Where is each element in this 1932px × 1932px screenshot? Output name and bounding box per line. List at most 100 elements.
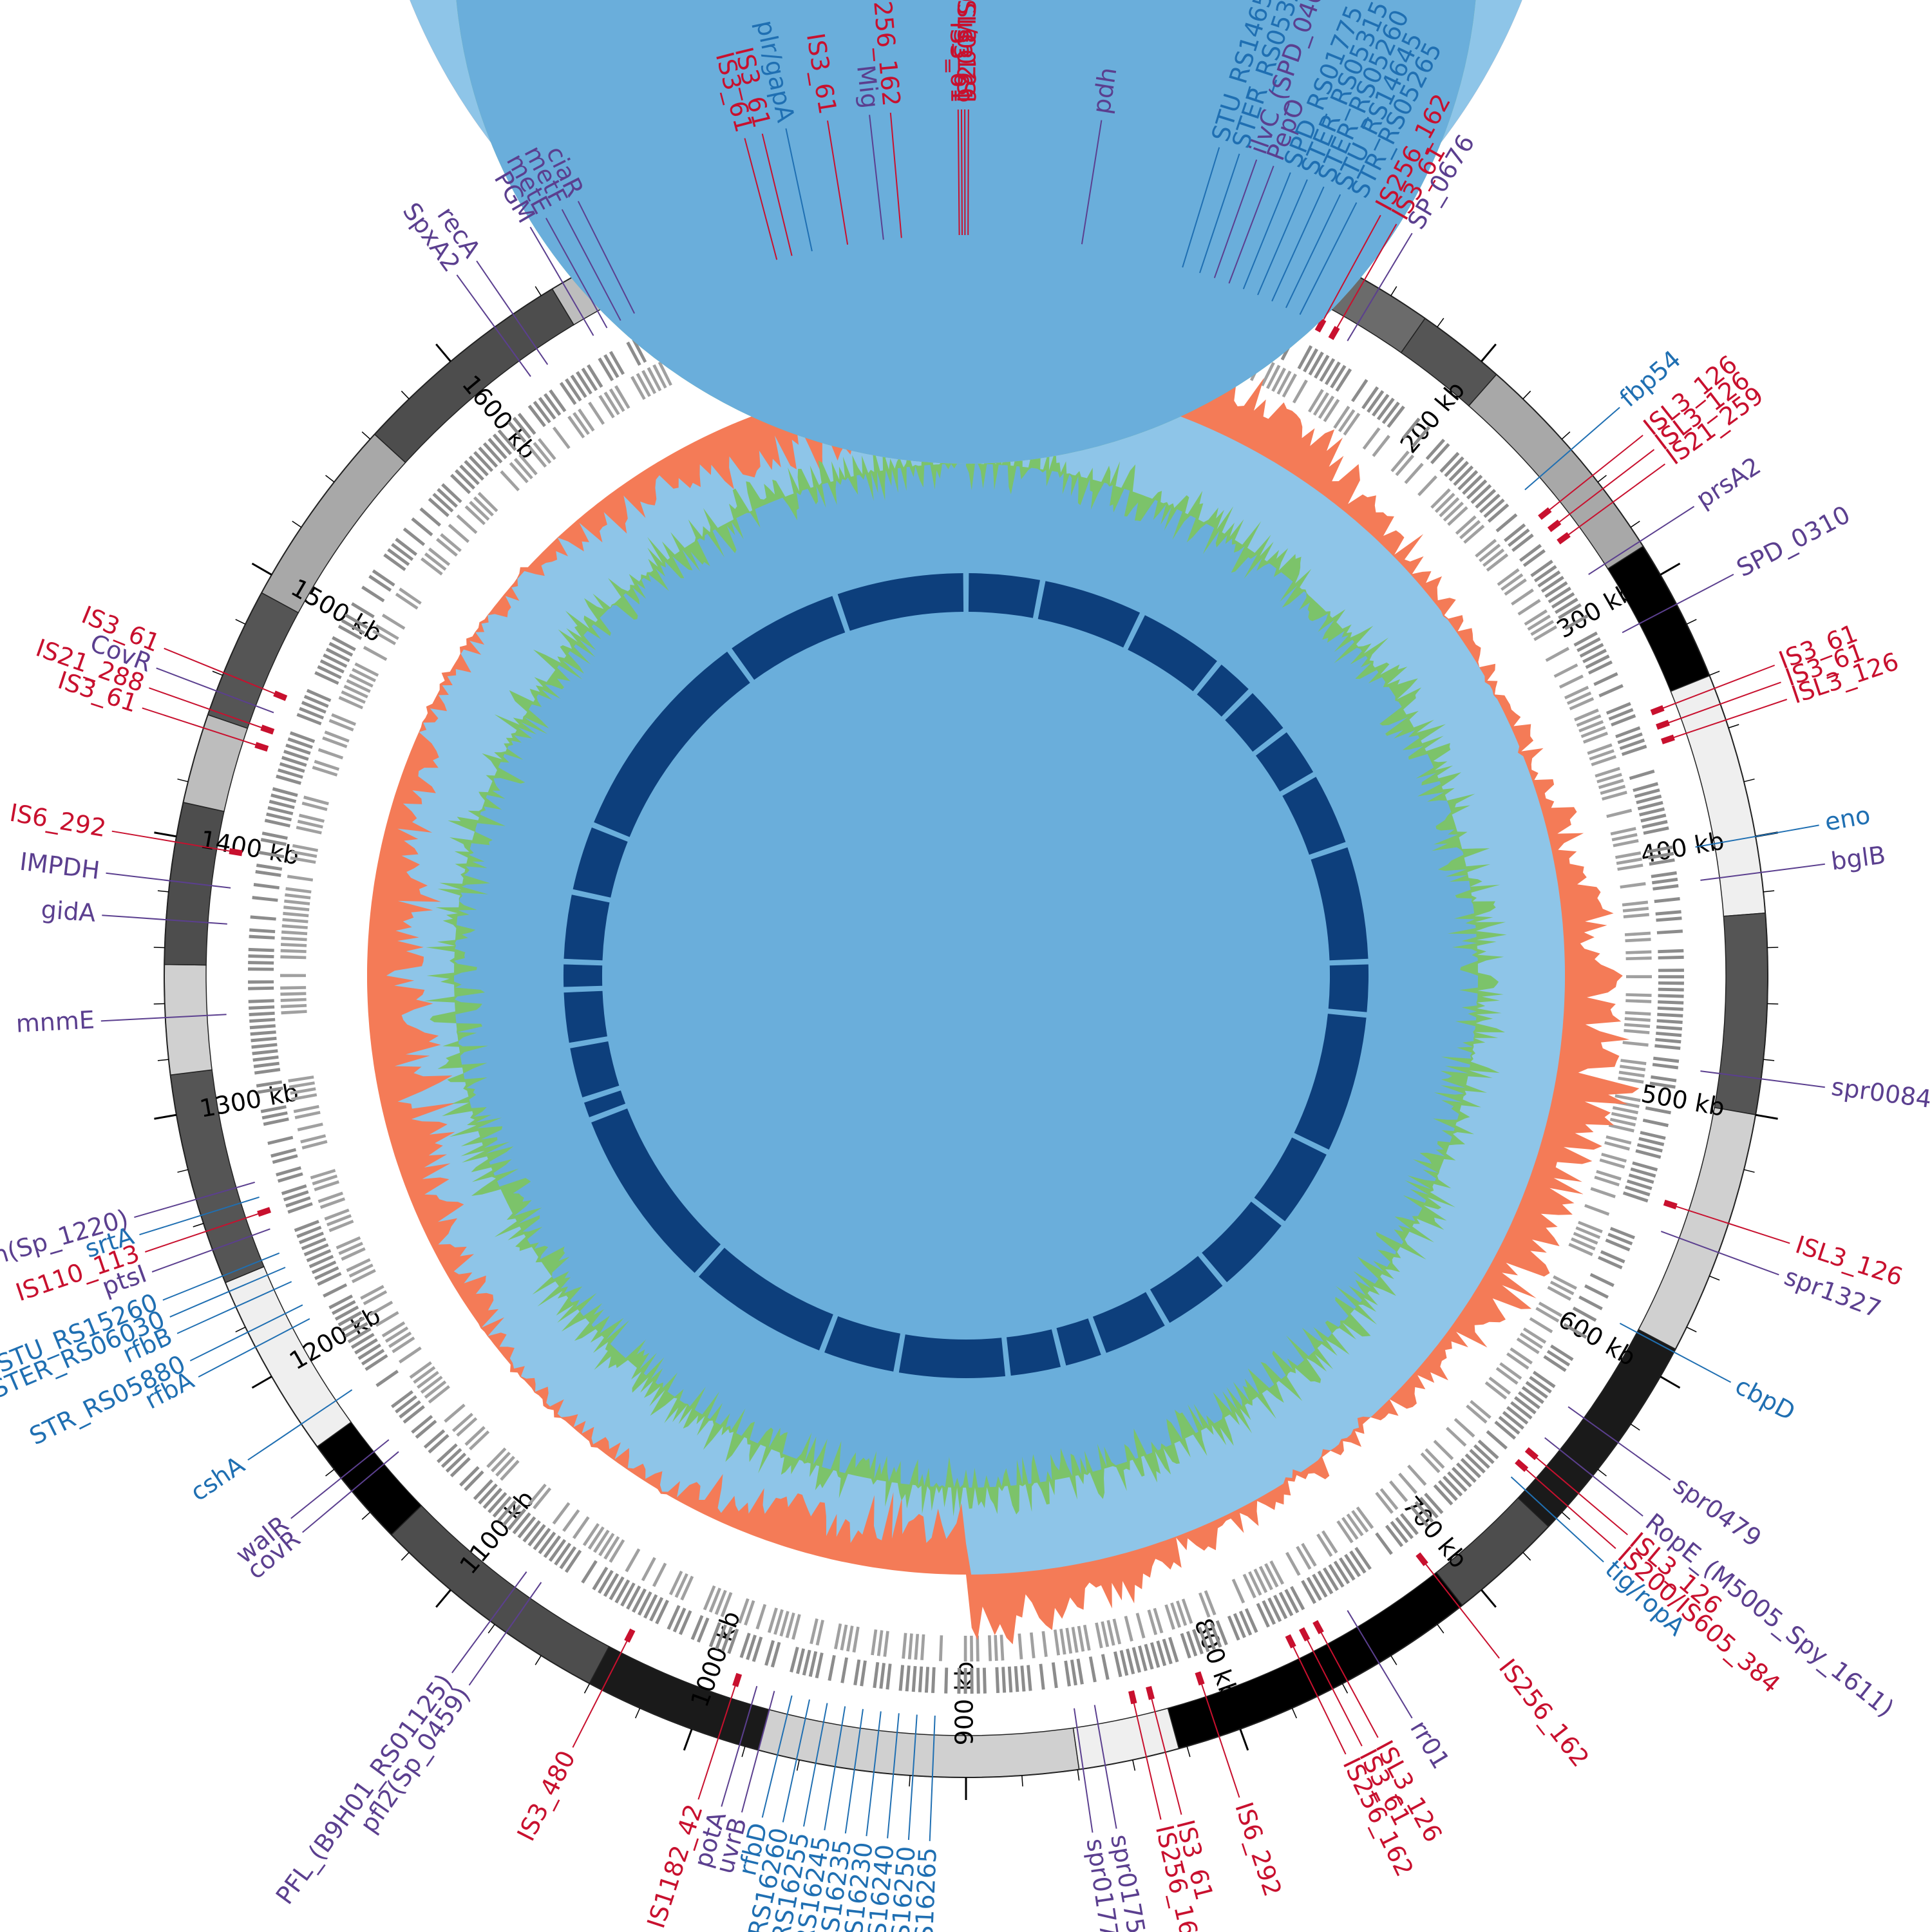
cds-minus (1341, 1517, 1359, 1540)
cds-minus (281, 943, 307, 947)
cds-minus (1407, 1464, 1427, 1486)
core-block (573, 827, 628, 898)
leader-line (1421, 1558, 1500, 1659)
cds-minus (1506, 1352, 1530, 1370)
gene-label: IS6_292 (8, 799, 108, 843)
scale-tick (488, 1624, 495, 1634)
cds-plus (1546, 1350, 1571, 1367)
scale-tick (1481, 1589, 1497, 1608)
cds-minus (1613, 839, 1639, 848)
cds-minus (336, 1236, 361, 1249)
leader-line (1074, 1708, 1094, 1833)
kb-label: 800 kb (1189, 1615, 1244, 1703)
cds-plus (283, 1190, 309, 1202)
cds-minus (292, 844, 318, 852)
core-block (1150, 1256, 1223, 1323)
cds-minus (528, 446, 547, 468)
leader-line (164, 647, 281, 697)
leader-line (144, 1211, 265, 1253)
cds-minus (444, 1403, 466, 1423)
cds-minus (852, 1626, 860, 1653)
cds-minus (652, 364, 667, 389)
cds-minus (1497, 568, 1520, 586)
cds-plus (267, 806, 294, 815)
leader-line (1622, 574, 1734, 634)
cds-minus (1620, 882, 1646, 889)
cds-plus (1605, 1238, 1631, 1252)
gc-content-track (424, 0, 1507, 1517)
cds-minus (1602, 790, 1627, 801)
cds-minus (317, 748, 344, 760)
leader-line (561, 209, 621, 321)
cds-plus (1367, 390, 1385, 413)
cds-plus (249, 934, 275, 940)
scale-tick (909, 1775, 911, 1786)
leader-line (1670, 1204, 1790, 1244)
cds-plus (1656, 1019, 1683, 1024)
cds-minus (301, 801, 328, 811)
cds-plus (1439, 451, 1460, 473)
cds-minus (1390, 450, 1410, 473)
cds-minus (300, 1134, 327, 1144)
cds-minus (293, 1104, 319, 1113)
cds-plus (1076, 1658, 1084, 1685)
cds-plus (587, 364, 603, 388)
cds-plus (1656, 916, 1682, 922)
cds-minus (294, 1111, 321, 1119)
cds-plus (746, 1634, 757, 1660)
cds-minus (1260, 362, 1275, 386)
cds-plus (924, 1667, 929, 1693)
core-block (1037, 581, 1141, 648)
cds-plus (1537, 570, 1561, 588)
cds-plus (387, 548, 410, 566)
cds-plus (1653, 1056, 1680, 1063)
cds-plus (1642, 820, 1668, 829)
cds-plus (1578, 1295, 1603, 1311)
cds-minus (1164, 1604, 1175, 1630)
core-block (1328, 964, 1369, 1012)
cds-plus (1198, 1627, 1210, 1653)
cds-plus (1530, 560, 1553, 578)
cds-minus (1615, 851, 1642, 859)
cds-plus (549, 389, 567, 412)
core-block (1254, 1137, 1327, 1222)
leader-line (741, 1690, 775, 1813)
cds-minus (1321, 1530, 1338, 1554)
cds-plus (1351, 379, 1368, 402)
cds-plus (1645, 1106, 1671, 1115)
cds-plus (1319, 358, 1336, 382)
scale-tick (796, 1759, 800, 1771)
cds-plus (497, 1500, 517, 1522)
core-block (591, 1108, 721, 1273)
cds-minus (708, 1587, 721, 1613)
cds-plus (1209, 1622, 1222, 1648)
cds-plus (1448, 460, 1469, 482)
cds-minus (1620, 1059, 1647, 1065)
cds-minus (1527, 614, 1551, 631)
cds-plus (375, 1370, 399, 1387)
kb-label: 1000 kb (685, 1607, 746, 1711)
gene-label: IS3_480 (511, 1746, 581, 1846)
cds-minus (744, 1600, 755, 1626)
cds-minus (1398, 1472, 1417, 1494)
cds-plus (944, 1667, 949, 1694)
cds-plus (256, 864, 283, 871)
cds-minus (1564, 685, 1589, 699)
cds-minus (1479, 544, 1501, 562)
cds-plus (655, 1600, 669, 1625)
scale-tick (1437, 1624, 1444, 1634)
gc-content-negative (454, 0, 1478, 1488)
cds-minus (876, 1630, 884, 1656)
scale-tick (157, 1059, 169, 1061)
cds-minus (281, 1010, 307, 1015)
cds-plus (287, 737, 313, 749)
cds-plus (1479, 493, 1501, 513)
leader-line (1199, 1678, 1240, 1798)
cds-minus (1404, 462, 1424, 484)
leader-line (149, 687, 268, 730)
cds-minus (976, 1635, 980, 1662)
cds-minus (424, 552, 447, 571)
leader-line (111, 830, 236, 853)
cds-minus (1176, 1600, 1188, 1626)
cds-minus (1372, 435, 1390, 457)
